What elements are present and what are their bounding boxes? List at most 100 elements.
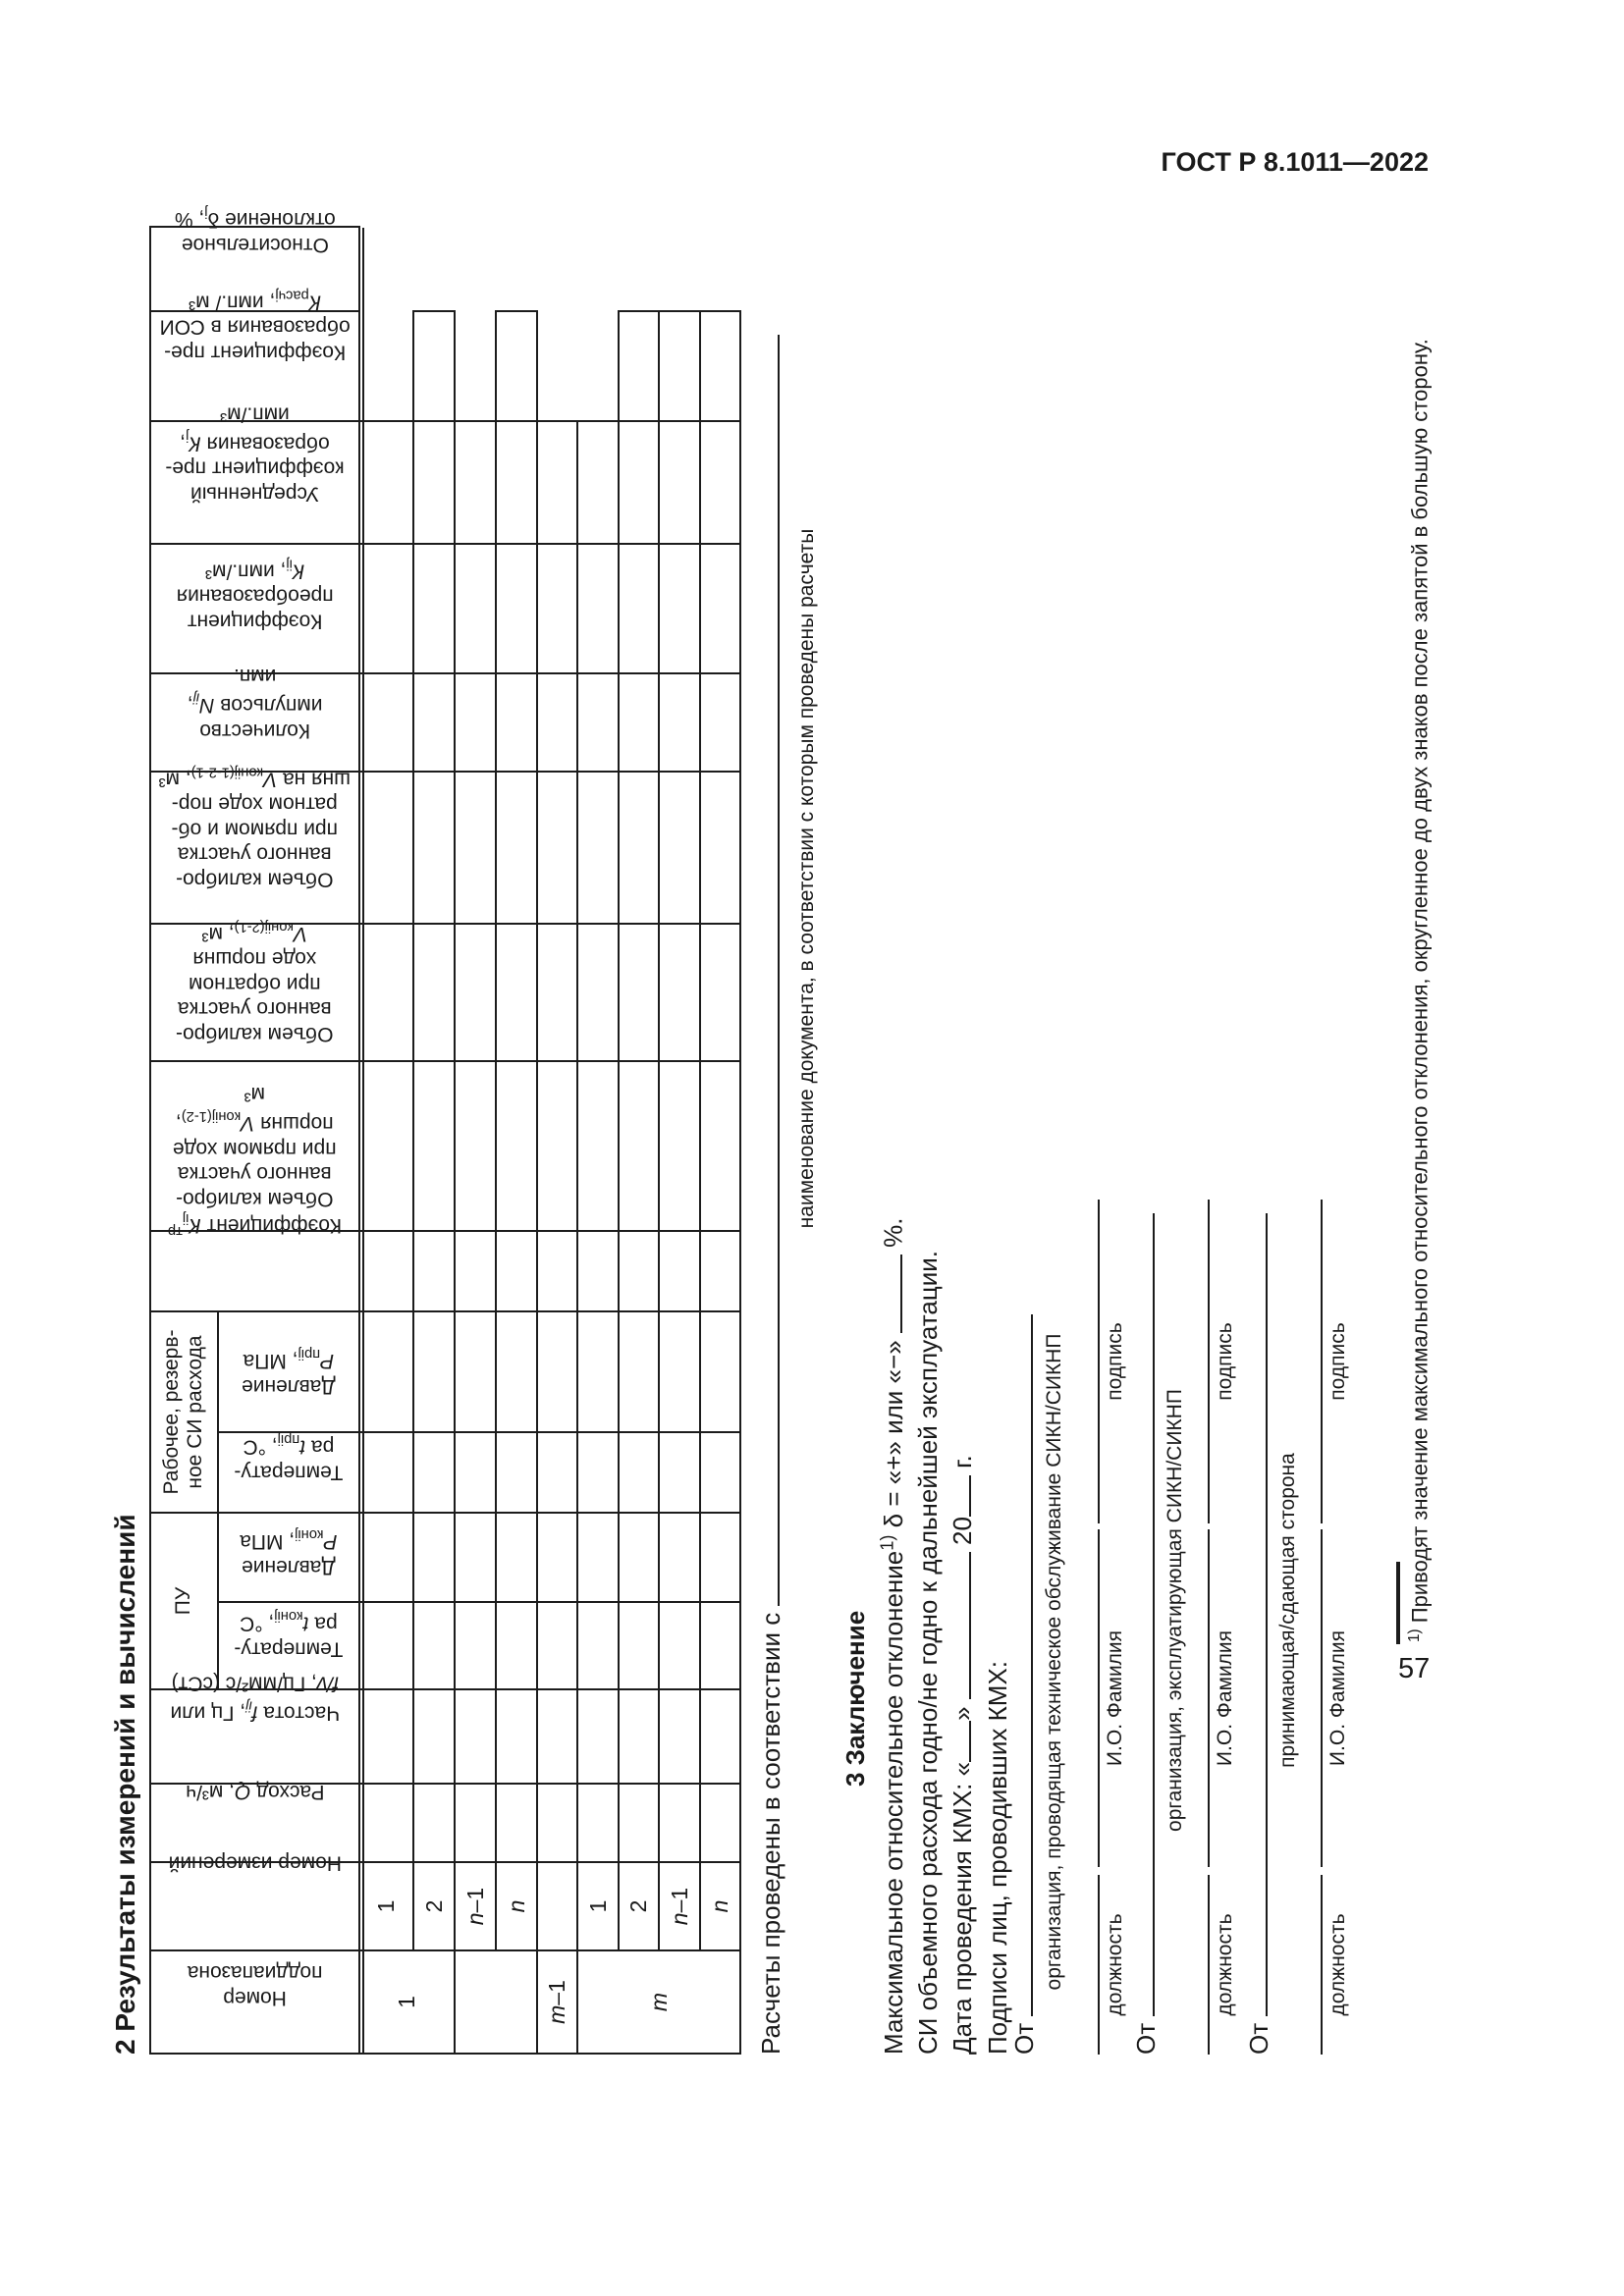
sig-position-label: должность xyxy=(1214,1913,1236,2016)
empty-cell xyxy=(359,924,413,1061)
measurement-cell: 1 xyxy=(359,1862,413,1950)
empty-cell xyxy=(413,772,455,924)
org-operating-caption: организация, эксплуатирующая СИКН/СИКНП xyxy=(1164,1389,1186,1832)
empty-cell xyxy=(413,1689,455,1784)
empty-cell xyxy=(659,772,700,924)
measurement-cell: n xyxy=(700,1862,740,1950)
from-label: От xyxy=(1009,2022,1039,2055)
table-row: 2 xyxy=(413,227,455,2054)
empty-cell xyxy=(537,924,577,1061)
empty-cell xyxy=(700,1602,740,1689)
empty-cell xyxy=(496,673,537,772)
org-party-caption: принимающая/сдающая сторона xyxy=(1276,1453,1299,1768)
empty-cell xyxy=(537,1602,577,1689)
date-line: Дата проведения КМХ: « » 20 г. xyxy=(947,1455,978,2055)
empty-cell xyxy=(537,1513,577,1602)
table-row: n–1 xyxy=(455,227,537,2054)
fill-line xyxy=(947,1475,971,1518)
empty-cell xyxy=(496,1432,537,1513)
empty-cell xyxy=(537,673,577,772)
empty-cell xyxy=(659,421,700,544)
table-row: 1 1 xyxy=(359,227,455,2054)
calc-note-text: Расчеты проведены в соответствии с xyxy=(756,1612,785,2055)
empty-cell xyxy=(619,1689,659,1784)
empty-cell xyxy=(619,673,659,772)
col-volume-reverse: Объем калибро-ванного участка при обратно… xyxy=(150,918,359,1061)
empty-cell xyxy=(577,673,619,772)
empty-cell xyxy=(619,1231,659,1311)
empty-cell xyxy=(413,311,455,421)
empty-cell xyxy=(455,1311,496,1432)
empty-cell xyxy=(537,421,577,544)
empty-cell xyxy=(455,673,496,772)
empty-cell xyxy=(537,544,577,673)
empty-cell xyxy=(537,1231,577,1311)
table-row: n–1 xyxy=(659,227,700,2054)
date-prefix: Дата проведения КМХ: « xyxy=(947,1761,977,2055)
empty-cell xyxy=(659,1513,700,1602)
empty-cell xyxy=(413,1432,455,1513)
empty-cell xyxy=(659,673,700,772)
date-close-quote: » xyxy=(947,1706,977,1721)
empty-cell xyxy=(659,1432,700,1513)
empty-cell xyxy=(659,311,700,421)
empty-cell xyxy=(577,421,619,544)
empty-cell xyxy=(700,311,740,421)
double-rule xyxy=(362,228,364,2055)
measurement-cell: n–1 xyxy=(455,1862,496,1950)
footnote-rule xyxy=(1396,1562,1400,1644)
sig-name-label: И.О. Фамилия xyxy=(1326,1629,1349,1767)
measurement-cell: n xyxy=(496,1862,537,1950)
from-label: От xyxy=(1131,2022,1161,2055)
empty-cell xyxy=(700,421,740,544)
fill-line xyxy=(1131,1212,1155,2016)
empty-cell xyxy=(359,1689,413,1784)
measurement-cell: 1 xyxy=(577,1862,619,1950)
signature-line xyxy=(1321,1875,1323,2055)
max-deviation-text: Максимальное относительное отклонение1) … xyxy=(877,1340,908,2055)
sig-sign-label: подпись xyxy=(1326,1322,1349,1401)
signature-line xyxy=(1098,1875,1100,2055)
empty-cell xyxy=(455,1602,496,1689)
empty-cell xyxy=(413,1061,455,1231)
empty-cell xyxy=(700,1432,740,1513)
empty-cell xyxy=(577,1311,619,1432)
sig-sign-label: подпись xyxy=(1104,1322,1126,1401)
empty-cell xyxy=(359,1311,413,1432)
measurement-cell: n–1 xyxy=(659,1862,700,1950)
fill-line xyxy=(947,1552,971,1700)
fitness-line: СИ объемного расхода годно/не годно к да… xyxy=(913,1251,943,2055)
empty-cell xyxy=(455,924,496,1061)
measurement-cell: 2 xyxy=(413,1862,455,1950)
empty-cell xyxy=(619,1311,659,1432)
empty-cell xyxy=(700,1689,740,1784)
signature-line xyxy=(1208,1200,1210,1523)
empty-cell xyxy=(700,1513,740,1602)
col-subrange: Номер поддиапазона xyxy=(150,1950,359,2054)
empty-cell xyxy=(359,772,413,924)
measurement-cell: 2 xyxy=(619,1862,659,1950)
empty-cell xyxy=(537,1311,577,1432)
from-line-1: От xyxy=(1009,1313,1040,2055)
empty-cell xyxy=(700,772,740,924)
col-kij: Коэффициент преобразования Кij, имп./м³ xyxy=(150,544,359,673)
empty-cell xyxy=(659,544,700,673)
empty-cell xyxy=(455,1513,496,1602)
measurement-cell xyxy=(537,1862,577,1950)
empty-cell xyxy=(700,1311,740,1432)
empty-cell xyxy=(413,1784,455,1862)
empty-cell xyxy=(455,772,496,924)
empty-cell xyxy=(700,1231,740,1311)
sig-name-label: И.О. Фамилия xyxy=(1214,1629,1236,1767)
empty-cell xyxy=(496,772,537,924)
empty-cell xyxy=(413,544,455,673)
calc-note-caption: наименование документа, в соответствии с… xyxy=(795,528,818,1229)
empty-cell xyxy=(413,1231,455,1311)
empty-cell xyxy=(359,1602,413,1689)
empty-cell xyxy=(455,1689,496,1784)
empty-cell xyxy=(359,1513,413,1602)
empty-cell xyxy=(659,1784,700,1862)
empty-cell xyxy=(496,1311,537,1432)
empty-cell xyxy=(359,673,413,772)
empty-cell xyxy=(659,924,700,1061)
